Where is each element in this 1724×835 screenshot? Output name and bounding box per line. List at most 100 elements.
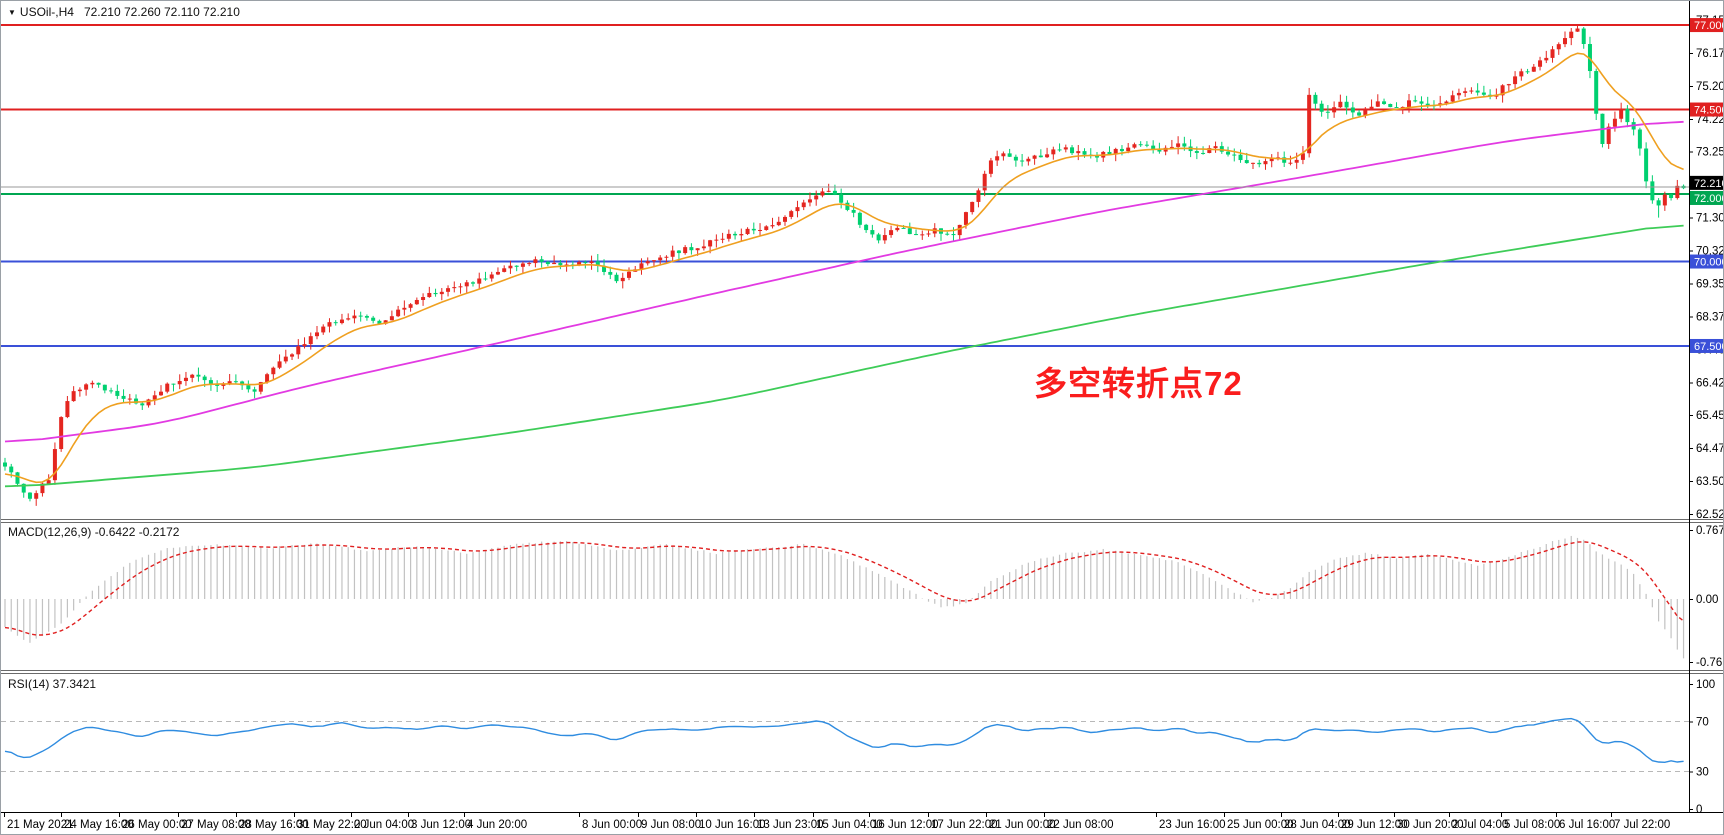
candle-body [1425, 103, 1430, 106]
price-tag-77.000: 77.000 [1690, 18, 1723, 33]
candle-body [783, 216, 787, 222]
price-tag-74.500-bg [1690, 102, 1723, 117]
candle-body [1132, 144, 1137, 148]
chart-annotation-text[interactable]: 多空转折点72 [1034, 365, 1243, 402]
candle-body [1662, 194, 1667, 206]
candle-body [627, 271, 631, 278]
candle-body [926, 233, 931, 235]
candle-body [520, 263, 525, 267]
candle-body [1469, 90, 1474, 92]
candle-body [701, 246, 706, 249]
candle-body [1201, 152, 1206, 154]
candle-body [889, 230, 894, 236]
candle-body [102, 384, 107, 391]
candle-body [645, 261, 650, 264]
candle-body [1176, 143, 1181, 147]
time-axis-label: 26 May 00:00 [122, 819, 192, 831]
candle-body [183, 377, 188, 382]
candle-body [52, 449, 57, 481]
candle-body [676, 250, 681, 254]
candle-body [383, 320, 388, 324]
candle-body [1182, 143, 1187, 147]
rsi-indicator-label: RSI(14) 37.3421 [8, 677, 97, 691]
candle-body [433, 292, 438, 295]
time-axis-label: 29 Jun 12:00 [1341, 819, 1408, 831]
candle-body [471, 282, 475, 284]
candle-body [1388, 103, 1393, 108]
candle-body [1232, 154, 1237, 156]
price-tick-label: 73.250 [1696, 147, 1724, 159]
candle-body [720, 238, 725, 240]
candle-body [545, 261, 550, 265]
candle-body [127, 398, 132, 400]
candle-body [639, 263, 644, 270]
price-tag-72.000-bg [1690, 190, 1723, 205]
candle-body [683, 247, 688, 254]
candle-body [1095, 155, 1099, 158]
candle-body [589, 261, 594, 264]
candle-body [495, 271, 500, 275]
candle-body [945, 233, 950, 235]
candle-body [1119, 148, 1124, 152]
candle-body [764, 226, 769, 230]
candle-body [1637, 129, 1642, 149]
candle-body [346, 318, 351, 320]
rsi-line [4, 717, 1684, 764]
candle-body [839, 194, 844, 203]
candle-body [327, 322, 332, 327]
candle-body [901, 227, 906, 229]
current-price-tag-bg [1690, 175, 1723, 190]
candle-body [857, 212, 862, 225]
candle-body [1082, 151, 1087, 155]
candle-body [352, 315, 357, 319]
candle-body [695, 248, 700, 251]
candle-body [1282, 157, 1287, 163]
candle-body [957, 224, 962, 236]
candles-layer [3, 25, 1686, 506]
candle-body [246, 385, 251, 390]
time-axis-label: 8 Jun 00:00 [582, 819, 642, 831]
candle-body [995, 156, 1000, 161]
price-tick-label: 71.300 [1696, 213, 1724, 225]
candle-body [202, 376, 207, 381]
candle-body [1007, 153, 1012, 157]
candle-body [1344, 101, 1349, 108]
candle-body [907, 228, 912, 235]
candle-body [146, 399, 151, 406]
candle-body [870, 230, 875, 235]
time-axis-label: 2 Jul 04:00 [1452, 819, 1508, 831]
candle-body [801, 202, 806, 208]
candle-body [552, 262, 557, 265]
candle-body [988, 160, 993, 174]
main-price-pane [1, 24, 1689, 506]
candle-body [302, 344, 307, 347]
candle-body [1026, 158, 1031, 162]
candle-body [1263, 161, 1268, 165]
price-tag-67.500: 67.500 [1690, 338, 1723, 353]
price-tick-label: 68.375 [1696, 311, 1724, 323]
candle-body [739, 234, 744, 236]
candle-body [1144, 144, 1149, 146]
candle-body [1257, 162, 1262, 165]
candle-body [233, 381, 238, 383]
candle-body [77, 389, 82, 392]
candle-body [1300, 153, 1305, 160]
candle-body [1057, 149, 1062, 151]
candle-body [976, 190, 981, 202]
candle-body [670, 250, 675, 257]
candle-body [689, 247, 694, 251]
candle-body [1400, 106, 1405, 108]
candle-body [265, 374, 270, 383]
candle-body [745, 228, 750, 235]
candle-body [1675, 185, 1680, 199]
candle-body [1157, 149, 1162, 152]
dropdown-arrow-icon[interactable]: ▼ [8, 8, 16, 17]
ma-mid-line [4, 120, 1684, 443]
price-tag-70.000-text: 70.000 [1694, 257, 1724, 269]
candle-body [115, 390, 120, 396]
time-axis-label: 10 Jun 16:00 [699, 819, 766, 831]
candle-body [439, 291, 444, 295]
time-axis-label: 9 Jun 08:00 [641, 819, 701, 831]
ma-fast-line [4, 52, 1684, 484]
